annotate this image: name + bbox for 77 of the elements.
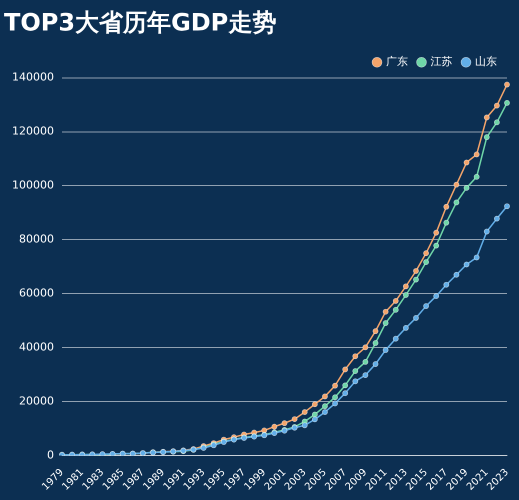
point [332, 400, 338, 406]
point [504, 203, 510, 210]
point [464, 160, 470, 166]
point [454, 200, 460, 206]
point [402, 292, 409, 298]
point [413, 268, 419, 274]
point [282, 420, 288, 426]
point [464, 262, 470, 268]
point [362, 372, 368, 378]
point [392, 306, 399, 313]
point [322, 403, 328, 410]
point [504, 100, 510, 106]
point [392, 298, 399, 304]
point [271, 424, 278, 430]
point [454, 272, 460, 278]
y-tick-label: 20000 [18, 394, 54, 408]
point [352, 378, 358, 384]
point [302, 422, 308, 428]
point [484, 228, 490, 234]
chart-title: TOP3大省历年GDP走势 [4, 8, 276, 37]
point [302, 409, 308, 415]
point [413, 276, 419, 283]
y-tick-label: 40000 [18, 340, 54, 354]
point [362, 344, 368, 350]
point [484, 114, 490, 120]
point [372, 328, 378, 334]
legend-label: 广东 [386, 55, 408, 68]
point [402, 283, 409, 290]
point [504, 82, 510, 88]
point [352, 353, 358, 360]
y-tick-label: 80000 [18, 232, 54, 246]
point [312, 416, 318, 422]
point [382, 347, 389, 353]
point [322, 409, 328, 415]
point [494, 119, 500, 126]
point [423, 303, 429, 309]
point [413, 315, 419, 321]
point [332, 382, 338, 389]
point [352, 368, 358, 374]
point [433, 230, 440, 236]
point [402, 325, 409, 331]
point [443, 204, 450, 210]
y-tick-label: 0 [46, 448, 54, 462]
point [443, 282, 450, 288]
point [454, 182, 460, 188]
point [443, 220, 450, 226]
point [433, 293, 440, 299]
point [474, 254, 480, 260]
point [342, 390, 348, 396]
point [372, 361, 378, 367]
point [312, 412, 318, 418]
point [494, 102, 500, 108]
point [484, 134, 490, 140]
point [342, 366, 348, 372]
point [474, 152, 480, 158]
point [332, 394, 338, 400]
legend-label: 山东 [475, 55, 497, 68]
legend-label: 江苏 [430, 55, 452, 68]
point [342, 382, 348, 388]
point [312, 401, 318, 408]
point [382, 320, 389, 326]
point [474, 174, 480, 180]
point [292, 416, 298, 422]
point [464, 184, 470, 191]
y-tick-label: 100000 [12, 178, 54, 192]
point [494, 216, 500, 222]
point [372, 340, 378, 346]
y-tick-label: 120000 [12, 124, 54, 138]
point [392, 336, 399, 342]
point [423, 259, 429, 265]
point [322, 394, 328, 400]
point [433, 242, 440, 249]
point [382, 308, 389, 315]
point [362, 359, 368, 365]
y-tick-label: 60000 [18, 286, 54, 300]
point [423, 250, 429, 256]
y-tick-label: 140000 [12, 70, 54, 84]
